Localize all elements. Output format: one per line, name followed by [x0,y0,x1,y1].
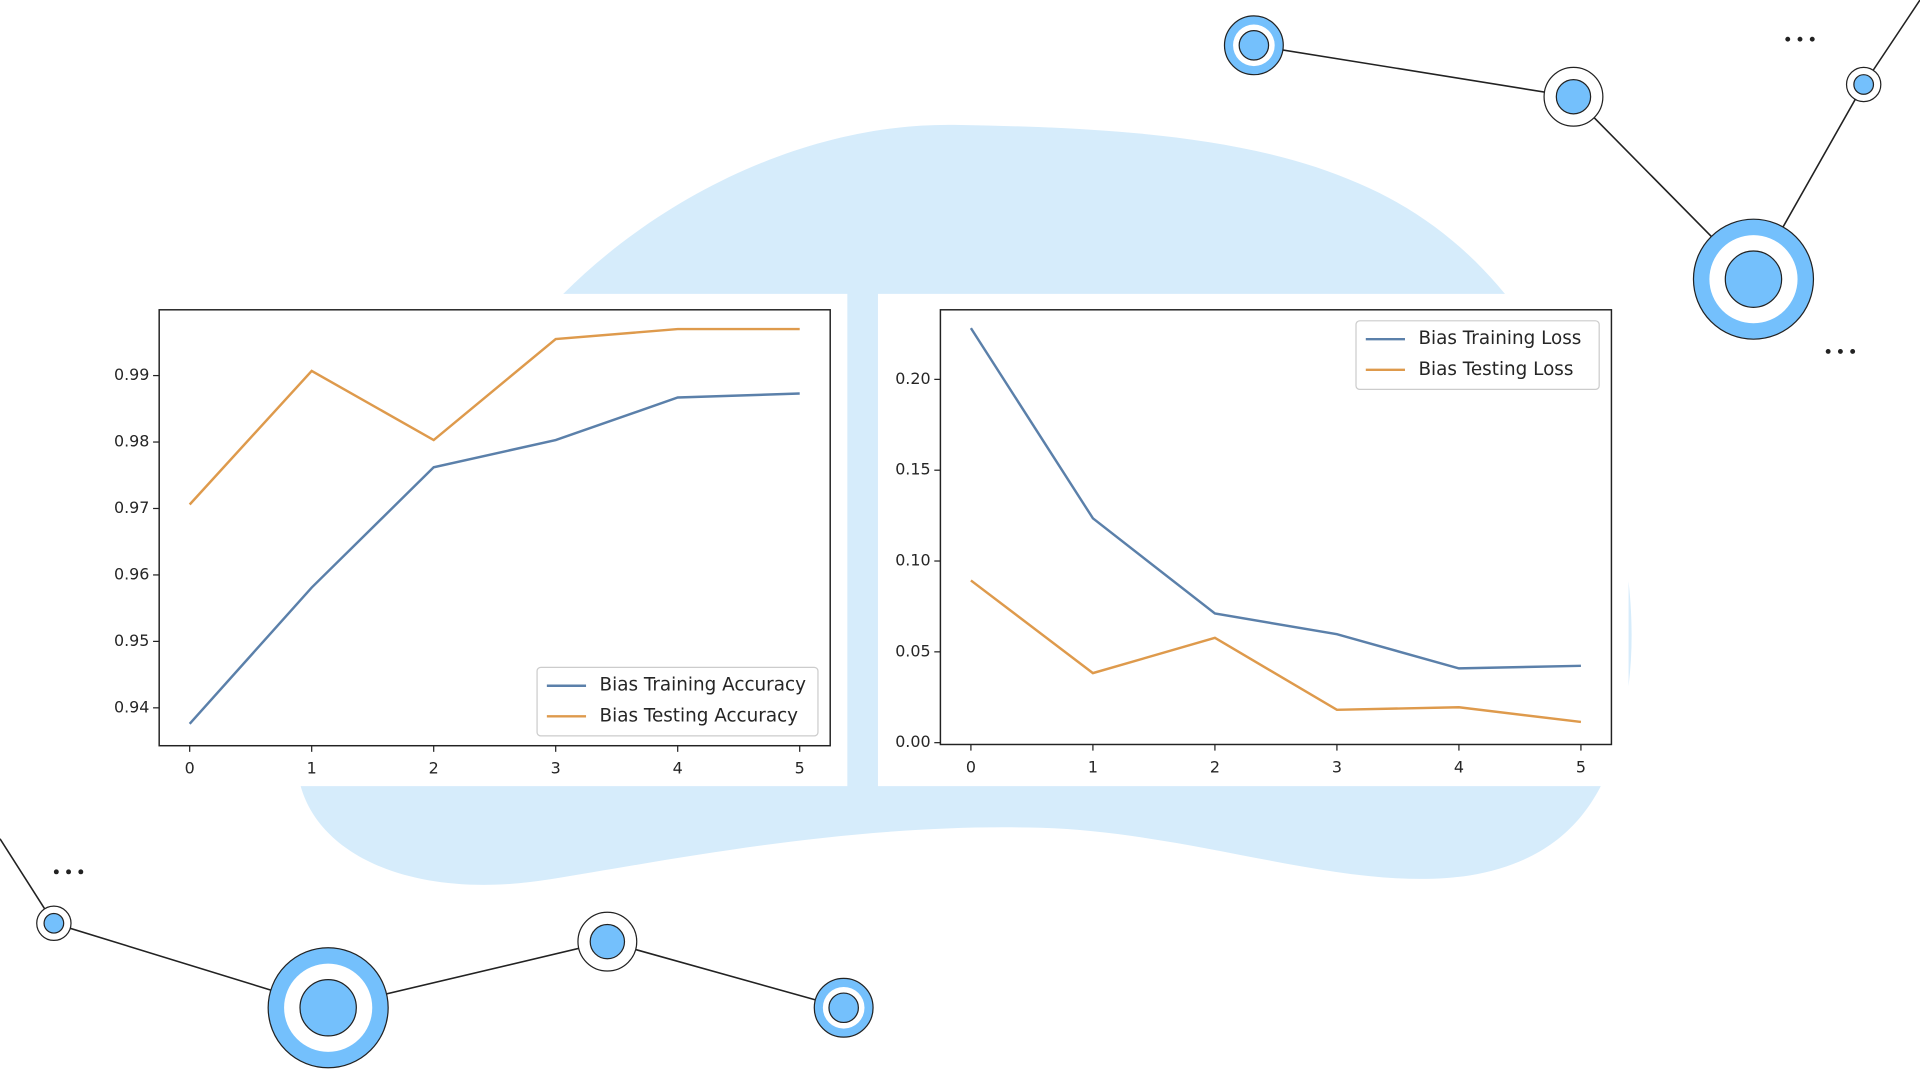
x-tick-label: 1 [1088,757,1098,776]
series-line [188,392,800,725]
legend-label: Bias Training Loss [1418,328,1581,349]
network-bottom [0,838,874,1069]
x-tick-label: 5 [1576,757,1586,776]
x-tick-label: 2 [1210,757,1220,776]
y-tick-label: 0.95 [114,631,149,650]
x-tick-label: 2 [429,758,439,777]
chart: 0.94 0.95 0.96 0.97 0.98 0.99 0 1 2 3 4 5 Bias Train… [114,309,831,777]
y-tick-label: 0.97 [114,498,149,517]
y-tick-label: 0.10 [895,551,930,570]
y-tick-label: 0.96 [114,564,149,583]
network-top [1223,0,1920,354]
y-tick-label: 0.20 [895,369,930,388]
legend-label: Bias Testing Accuracy [600,705,799,726]
series-line [970,579,1582,724]
series-line [188,327,800,506]
y-tick-label: 0.98 [114,432,149,451]
x-tick-label: 3 [551,758,561,777]
x-tick-label: 1 [307,758,317,777]
plot-frame [939,309,1613,746]
y-tick-label: 0.00 [895,732,930,751]
y-tick-label: 0.05 [895,641,930,660]
legend-box [536,666,819,737]
series-line [969,327,1581,670]
legend-label: Bias Testing Loss [1418,359,1573,380]
legend-label: Bias Training Accuracy [600,675,807,696]
plot-frame [158,309,831,747]
y-tick-label: 0.15 [895,460,930,479]
x-tick-label: 3 [1332,757,1342,776]
legend-box [1355,320,1600,391]
chart: 0.00 0.05 0.10 0.15 0.20 0 1 2 3 4 5 Bias Training … [895,309,1613,776]
x-tick-label: 0 [185,758,195,777]
y-tick-label: 0.94 [114,697,149,716]
x-tick-label: 5 [795,758,805,777]
y-tick-label: 0.99 [114,365,149,384]
x-tick-label: 4 [1454,757,1464,776]
x-tick-label: 0 [966,757,976,776]
x-tick-label: 4 [673,758,683,777]
